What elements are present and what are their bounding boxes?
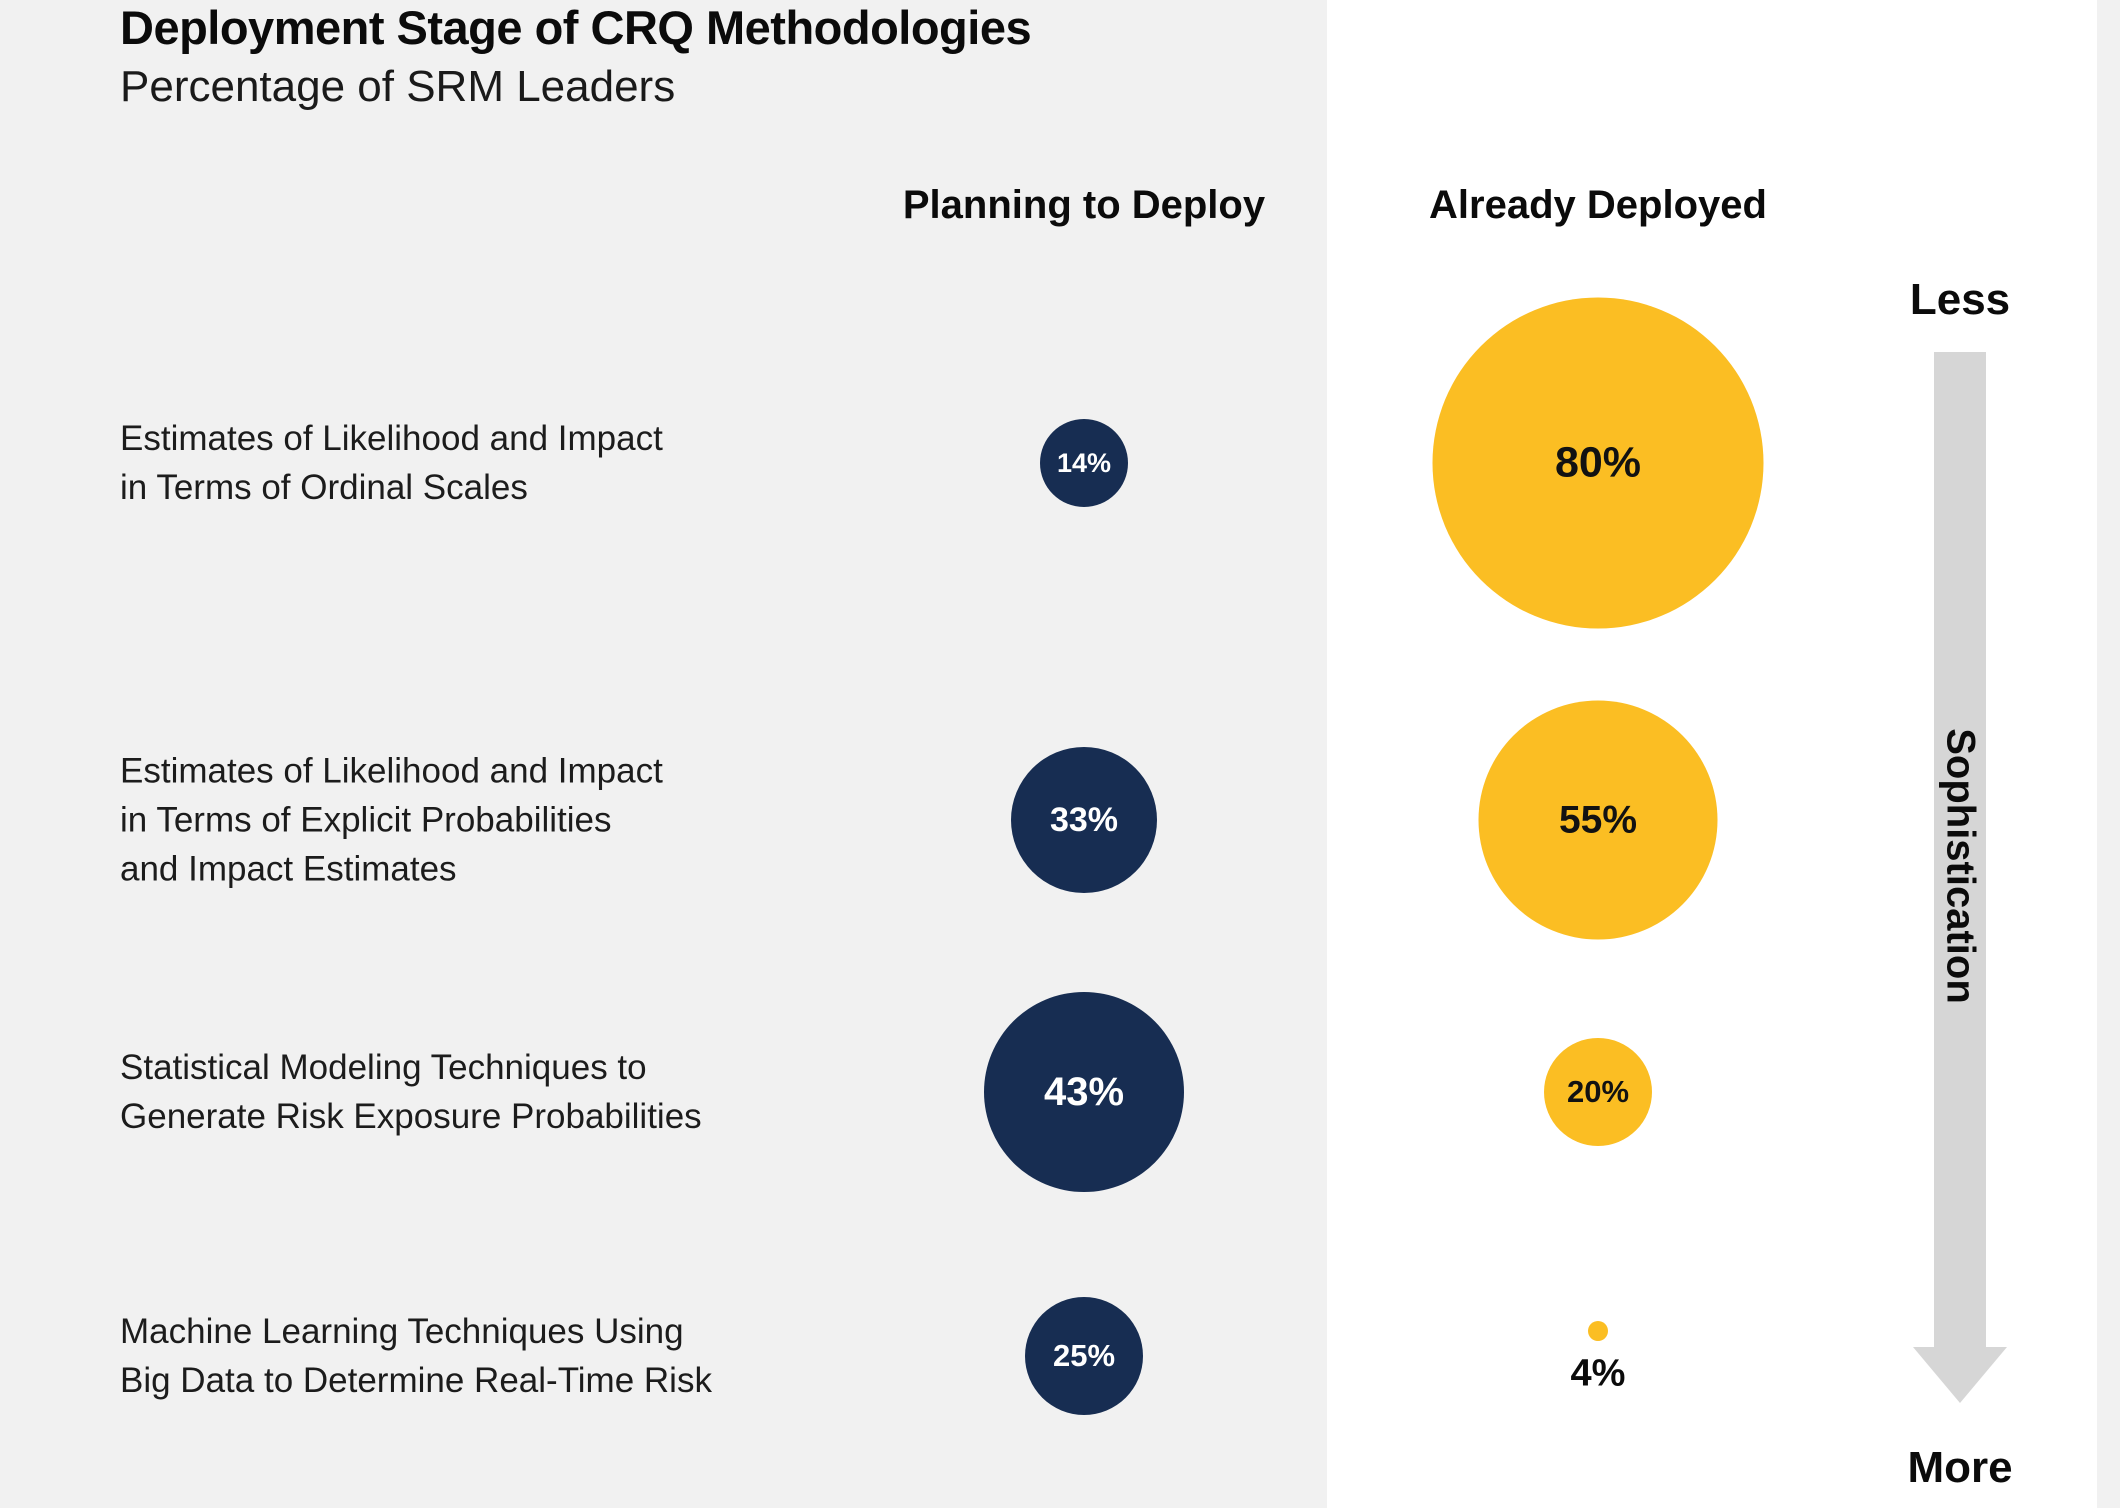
- row-label-line: and Impact Estimates: [120, 849, 457, 889]
- row-label-line: Estimates of Likelihood and Impact: [120, 419, 663, 458]
- sophistication-less-label: Less: [1909, 275, 2011, 324]
- planning-bubble-statistical-modeling: 43%: [984, 992, 1184, 1192]
- planning-bubble-explicit-probabilities: 33%: [1011, 747, 1157, 893]
- row-label-line: Generate Risk Exposure Probabilities: [120, 1097, 702, 1136]
- column-header-deployed: Already Deployed: [1429, 183, 1767, 227]
- sophistication-arrow-shaft: [1934, 352, 1986, 1347]
- column-header-planning: Planning to Deploy: [902, 183, 1266, 227]
- page-subtitle: Percentage of SRM Leaders: [120, 62, 676, 111]
- row-label-ordinal-scales: Estimates of Likelihood and Impact in Te…: [120, 414, 960, 512]
- row-label-line: Big Data to Determine Real-Time Risk: [120, 1361, 712, 1400]
- planning-bubble-ordinal-scales: 14%: [1040, 419, 1128, 507]
- deployed-dot-machine-learning: [1588, 1321, 1608, 1341]
- deployed-bubble-statistical-modeling: 20%: [1544, 1038, 1652, 1146]
- sophistication-axis-label: Sophistication: [1938, 728, 1983, 1004]
- sophistication-more-label: More: [1907, 1443, 2013, 1492]
- row-label-line: Statistical Modeling Techniques to: [120, 1048, 647, 1087]
- row-label-line: in Terms of Explicit Probabilities: [120, 800, 612, 840]
- row-label-explicit-probabilities: Estimates of Likelihood and Impact in Te…: [120, 747, 960, 894]
- row-label-machine-learning: Machine Learning Techniques Using Big Da…: [120, 1307, 960, 1405]
- deployed-value-label-machine-learning: 4%: [1570, 1352, 1626, 1395]
- planning-bubble-machine-learning: 25%: [1025, 1297, 1143, 1415]
- row-label-line: Machine Learning Techniques Using: [120, 1312, 684, 1351]
- row-label-statistical-modeling: Statistical Modeling Techniques to Gener…: [120, 1043, 960, 1141]
- deployed-bubble-explicit-probabilities: 55%: [1478, 700, 1718, 940]
- row-label-line: in Terms of Ordinal Scales: [120, 468, 528, 507]
- arrow-down-icon: [1913, 1347, 2007, 1403]
- row-label-line: Estimates of Likelihood and Impact: [120, 751, 663, 791]
- page-title: Deployment Stage of CRQ Methodologies: [120, 1, 1032, 54]
- deployed-bubble-ordinal-scales: 80%: [1432, 297, 1764, 629]
